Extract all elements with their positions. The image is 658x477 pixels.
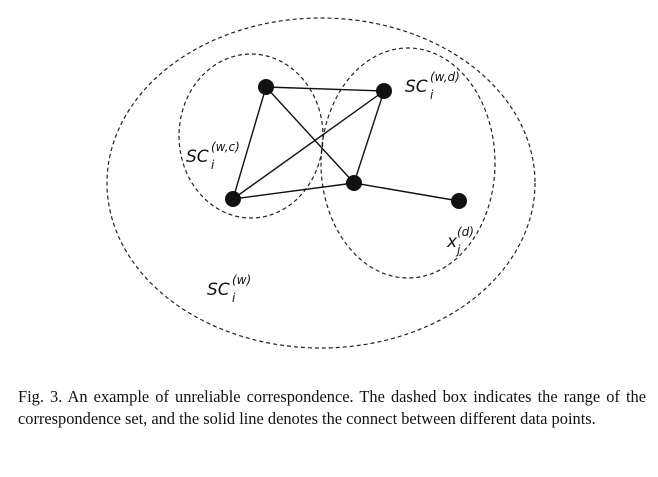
edge (265, 86, 385, 92)
label-point-sup: (d) (457, 225, 474, 239)
label-right-sup: (w,d) (430, 70, 460, 84)
label-point-sub: j (455, 243, 461, 257)
label-left-sub: i (211, 158, 215, 172)
label-right-base: SC (405, 77, 428, 97)
outer-correspondence-set (106, 17, 536, 349)
data-point (258, 79, 274, 95)
label-outer-base: SC (207, 280, 230, 300)
data-point (346, 175, 362, 191)
label-left-set: SC (w,c) i (186, 140, 240, 172)
edge (232, 86, 267, 200)
label-left-sup: (w,c) (211, 140, 240, 154)
data-point (376, 83, 392, 99)
label-outer-sup: (w) (232, 273, 251, 287)
edge (353, 182, 460, 202)
label-right-set: SC (w,d) i (405, 70, 460, 102)
data-points (225, 79, 467, 209)
label-point-base: x (446, 232, 458, 252)
label-outer-sub: i (232, 291, 236, 305)
data-point (451, 193, 467, 209)
correspondence-diagram: SC (w,d) i SC (w,c) i x (d) j SC (w) i (106, 17, 536, 349)
label-right-sub: i (430, 88, 434, 102)
figure-caption: Fig. 3. An example of unreliable corresp… (18, 387, 646, 428)
label-outer-set: SC (w) i (207, 273, 251, 305)
edge (265, 86, 355, 184)
data-point (225, 191, 241, 207)
connections (232, 86, 460, 202)
right-correspondence-set (320, 47, 496, 279)
edge (232, 90, 385, 200)
edge (232, 182, 355, 200)
label-left-base: SC (186, 147, 209, 167)
label-point: x (d) j (446, 225, 474, 257)
edge (353, 90, 385, 184)
